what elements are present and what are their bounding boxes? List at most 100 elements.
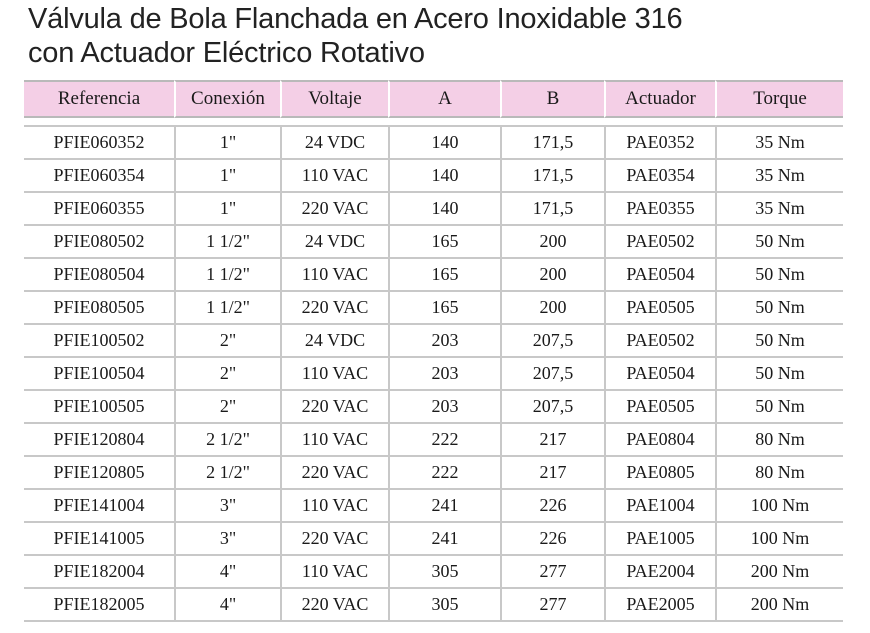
cell-voltaje: 110 VAC: [280, 556, 388, 589]
column-header-actuador: Actuador: [604, 80, 715, 118]
cell-a: 241: [388, 523, 500, 556]
cell-torque: 50 Nm: [715, 358, 843, 391]
cell-conexion: 1 1/2": [174, 259, 280, 292]
cell-torque: 200 Nm: [715, 589, 843, 622]
cell-conexion: 1": [174, 160, 280, 193]
cell-b: 226: [500, 523, 604, 556]
cell-b: 200: [500, 226, 604, 259]
cell-b: 200: [500, 259, 604, 292]
cell-referencia: PFIE080505: [24, 292, 174, 325]
cell-referencia: PFIE060352: [24, 125, 174, 160]
cell-actuador: PAE0505: [604, 292, 715, 325]
cell-torque: 50 Nm: [715, 391, 843, 424]
cell-a: 222: [388, 424, 500, 457]
table-row: PFIE060355 1" 220 VAC 140 171,5 PAE0355 35 Nm: [24, 193, 843, 226]
cell-conexion: 4": [174, 589, 280, 622]
cell-referencia: PFIE182005: [24, 589, 174, 622]
column-header-conexion: Conexión: [174, 80, 280, 118]
cell-a: 140: [388, 160, 500, 193]
cell-actuador: PAE0504: [604, 259, 715, 292]
cell-torque: 35 Nm: [715, 160, 843, 193]
table-row: PFIE100502 2" 24 VDC 203 207,5 PAE0502 50 Nm: [24, 325, 843, 358]
cell-conexion: 2": [174, 391, 280, 424]
cell-referencia: PFIE080502: [24, 226, 174, 259]
table-row: PFIE182004 4" 110 VAC 305 277 PAE2004 200 Nm: [24, 556, 843, 589]
cell-referencia: PFIE182004: [24, 556, 174, 589]
cell-voltaje: 220 VAC: [280, 523, 388, 556]
table-row: PFIE141005 3" 220 VAC 241 226 PAE1005 100 Nm: [24, 523, 843, 556]
cell-voltaje: 24 VDC: [280, 125, 388, 160]
cell-referencia: PFIE100504: [24, 358, 174, 391]
cell-torque: 100 Nm: [715, 490, 843, 523]
cell-b: 277: [500, 556, 604, 589]
column-header-referencia: Referencia: [24, 80, 174, 118]
cell-b: 207,5: [500, 325, 604, 358]
table-row: PFIE100505 2" 220 VAC 203 207,5 PAE0505 50 Nm: [24, 391, 843, 424]
cell-torque: 50 Nm: [715, 325, 843, 358]
cell-b: 217: [500, 424, 604, 457]
cell-b: 217: [500, 457, 604, 490]
cell-actuador: PAE0502: [604, 226, 715, 259]
table-header: Referencia Conexión Voltaje A B Actuador…: [24, 80, 843, 125]
cell-conexion: 3": [174, 490, 280, 523]
cell-conexion: 4": [174, 556, 280, 589]
cell-a: 203: [388, 391, 500, 424]
cell-voltaje: 110 VAC: [280, 424, 388, 457]
cell-actuador: PAE0805: [604, 457, 715, 490]
cell-conexion: 1": [174, 125, 280, 160]
cell-voltaje: 110 VAC: [280, 358, 388, 391]
cell-voltaje: 220 VAC: [280, 589, 388, 622]
table-row: PFIE182005 4" 220 VAC 305 277 PAE2005 200 Nm: [24, 589, 843, 622]
cell-torque: 50 Nm: [715, 226, 843, 259]
cell-voltaje: 110 VAC: [280, 490, 388, 523]
cell-b: 171,5: [500, 125, 604, 160]
cell-a: 203: [388, 325, 500, 358]
cell-torque: 100 Nm: [715, 523, 843, 556]
table-row: PFIE080505 1 1/2" 220 VAC 165 200 PAE0505 50 N…: [24, 292, 843, 325]
cell-voltaje: 220 VAC: [280, 292, 388, 325]
cell-voltaje: 220 VAC: [280, 391, 388, 424]
cell-torque: 50 Nm: [715, 259, 843, 292]
cell-conexion: 2": [174, 358, 280, 391]
cell-referencia: PFIE060354: [24, 160, 174, 193]
table-row: PFIE100504 2" 110 VAC 203 207,5 PAE0504 50 Nm: [24, 358, 843, 391]
cell-a: 140: [388, 193, 500, 226]
cell-conexion: 1 1/2": [174, 292, 280, 325]
cell-conexion: 1": [174, 193, 280, 226]
cell-a: 305: [388, 556, 500, 589]
cell-referencia: PFIE080504: [24, 259, 174, 292]
cell-referencia: PFIE120804: [24, 424, 174, 457]
cell-voltaje: 24 VDC: [280, 325, 388, 358]
cell-torque: 35 Nm: [715, 193, 843, 226]
cell-voltaje: 110 VAC: [280, 160, 388, 193]
cell-torque: 50 Nm: [715, 292, 843, 325]
cell-actuador: PAE2004: [604, 556, 715, 589]
cell-actuador: PAE0502: [604, 325, 715, 358]
cell-b: 226: [500, 490, 604, 523]
cell-torque: 80 Nm: [715, 457, 843, 490]
product-table: Referencia Conexión Voltaje A B Actuador…: [24, 80, 843, 622]
cell-conexion: 2 1/2": [174, 424, 280, 457]
cell-actuador: PAE0505: [604, 391, 715, 424]
cell-conexion: 2": [174, 325, 280, 358]
cell-referencia: PFIE100502: [24, 325, 174, 358]
cell-a: 165: [388, 292, 500, 325]
table-body: PFIE060352 1" 24 VDC 140 171,5 PAE0352 35 Nm PF…: [24, 125, 843, 622]
cell-torque: 35 Nm: [715, 125, 843, 160]
cell-a: 222: [388, 457, 500, 490]
cell-actuador: PAE1004: [604, 490, 715, 523]
cell-actuador: PAE0804: [604, 424, 715, 457]
table-row: PFIE120804 2 1/2" 110 VAC 222 217 PAE0804 80 N…: [24, 424, 843, 457]
table-row: PFIE120805 2 1/2" 220 VAC 222 217 PAE0805 80 N…: [24, 457, 843, 490]
cell-a: 165: [388, 259, 500, 292]
title-line-2: con Actuador Eléctrico Rotativo: [28, 37, 425, 69]
column-header-voltaje: Voltaje: [280, 80, 388, 118]
cell-conexion: 1 1/2": [174, 226, 280, 259]
table-row: PFIE141004 3" 110 VAC 241 226 PAE1004 100 Nm: [24, 490, 843, 523]
cell-b: 277: [500, 589, 604, 622]
cell-actuador: PAE0354: [604, 160, 715, 193]
cell-actuador: PAE0504: [604, 358, 715, 391]
cell-referencia: PFIE120805: [24, 457, 174, 490]
cell-b: 171,5: [500, 160, 604, 193]
cell-torque: 200 Nm: [715, 556, 843, 589]
